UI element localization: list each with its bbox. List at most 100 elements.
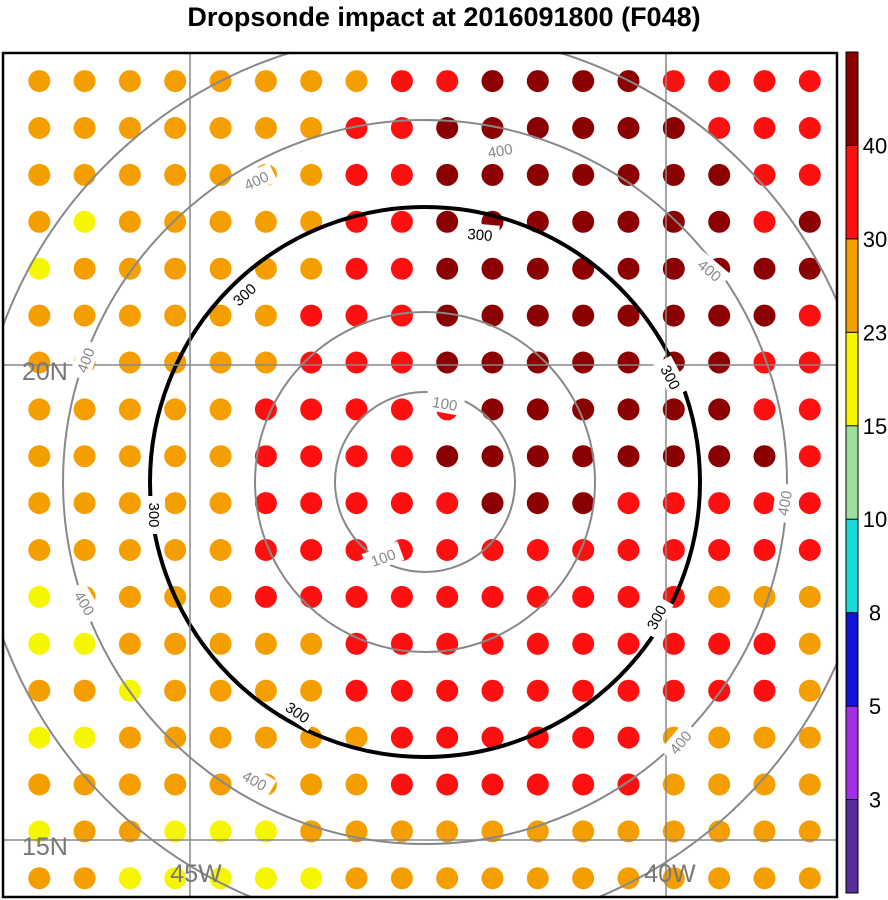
colorbar-tick-label: 10 [863,507,887,532]
data-point [798,679,821,702]
data-point [345,351,368,374]
data-point [164,820,187,843]
colorbar-tick-label: 40 [863,133,887,158]
plot-frame [1,51,839,899]
data-point [798,257,821,280]
data-point [73,773,96,796]
data-point [164,679,187,702]
data-point [73,257,96,280]
ring-label-backing [653,355,689,399]
chart-title: Dropsonde impact at 2016091800 (F048) [187,2,701,32]
data-point [209,351,232,374]
ring-label-backing [66,581,104,625]
data-point [481,117,504,139]
data-point [28,867,51,890]
longitude-label: 45W [170,860,222,888]
data-point [254,867,277,890]
data-point [799,23,821,45]
data-point [164,398,187,421]
data-point [526,820,549,843]
data-point [73,632,96,655]
data-point [164,867,187,890]
data-point [164,304,187,327]
data-point [708,351,731,374]
data-point [572,70,595,93]
ring-label-400: 400 [234,162,278,198]
data-point [753,210,776,233]
data-point [798,117,821,139]
data-point [572,679,595,702]
data-point [390,820,413,843]
data-point [753,492,776,515]
ring-label-backing [479,136,521,164]
data-point [617,163,640,186]
data-point [753,867,776,890]
data-point [390,117,413,139]
data-point [753,820,776,843]
data-point [617,867,640,890]
data-point [572,398,595,421]
data-point [28,820,51,843]
data-point [481,492,504,515]
data-point [28,210,51,233]
data-point [572,820,595,843]
data-point [481,539,504,561]
data-point [617,351,640,374]
range-ring [62,119,788,845]
data-point [708,23,730,45]
data-point [482,23,504,45]
data-point [73,210,96,233]
data-point [481,351,504,374]
data-point [753,679,776,702]
data-point [481,70,504,93]
data-point [617,257,640,280]
data-point [164,445,187,468]
data-point [118,539,141,561]
data-point [526,867,549,890]
data-point [390,304,413,327]
data-point [572,632,595,655]
ring-label-backing [223,273,265,315]
data-point [572,23,594,45]
data-point [481,398,504,421]
data-point [481,773,504,796]
data-point [164,773,187,796]
data-point [118,117,141,139]
data-point [345,117,368,139]
data-point [390,445,413,468]
data-point [73,304,96,327]
ring-label-400: 400 [689,250,731,290]
data-point [164,117,187,139]
ring-label-400: 400 [69,338,101,382]
data-point [798,820,821,843]
data-point [662,257,685,280]
data-point [300,163,323,186]
data-point [255,23,277,45]
data-point [572,726,595,749]
data-point [345,679,368,702]
colorbar-segment [846,706,858,800]
data-point [390,867,413,890]
data-point [753,539,776,561]
data-point [118,492,141,515]
data-point [754,23,776,45]
data-point [617,210,640,233]
data-point [118,210,141,233]
data-point [753,726,776,749]
data-point [708,70,731,93]
data-point [345,726,368,749]
data-point [28,539,51,561]
data-point [345,585,368,608]
data-point [118,304,141,327]
data-point [390,351,413,374]
data-point [436,351,459,374]
data-point [662,820,685,843]
data-point [209,539,232,561]
data-point [436,539,459,561]
ring-label-300: 300 [460,222,500,246]
ring-label-text: 400 [486,141,514,162]
data-point [73,726,96,749]
data-point [481,445,504,468]
data-point [617,445,640,468]
data-point [798,773,821,796]
